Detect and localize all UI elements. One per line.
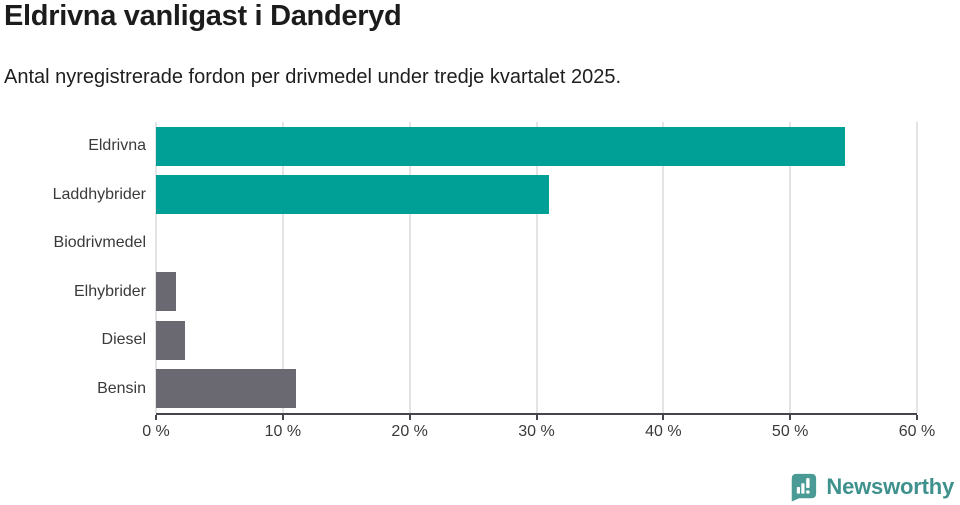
- x-tick-label-0: 0 %: [142, 423, 170, 440]
- bar-row: [156, 219, 917, 268]
- x-tick-label-10: 10 %: [264, 423, 302, 440]
- brand-name: Newsworthy: [826, 474, 954, 499]
- bar-bensin: [156, 369, 296, 409]
- category-label: Biodrivmedel: [53, 234, 146, 252]
- x-tick-mark-20: [408, 415, 411, 420]
- category-label: Eldrivna: [88, 137, 146, 155]
- bar-eldrivna: [156, 126, 845, 166]
- gridline-60: [916, 122, 918, 413]
- x-tick-mark-40: [662, 415, 665, 420]
- x-tick-label-50: 50 %: [771, 423, 809, 440]
- category-label: Diesel: [101, 331, 146, 349]
- x-tick-mark-0: [155, 415, 157, 420]
- bar-row: [156, 316, 917, 365]
- brand-footer-link[interactable]: Newsworthy: [788, 472, 954, 502]
- x-tick-mark-30: [535, 415, 538, 420]
- newsworthy-logo-icon: [792, 473, 817, 502]
- plot-area: 0 % 10 % 20 % 30 % 40 % 50 % 60 %: [142, 122, 935, 440]
- x-tick-mark-10: [281, 415, 284, 420]
- bar-diesel: [156, 320, 186, 360]
- x-tick-label-60: 60 %: [898, 423, 936, 440]
- gridline-40: [662, 122, 665, 413]
- bar-laddhybrider: [156, 175, 550, 215]
- x-tick-label-40: 40 %: [645, 423, 682, 440]
- bar-row: [156, 268, 917, 317]
- bar-row: [156, 171, 917, 220]
- x-tick-mark-60: [916, 415, 918, 420]
- x-tick-mark-50: [789, 415, 792, 420]
- x-tick-label-30: 30 %: [518, 423, 555, 440]
- bar-row: [156, 365, 917, 414]
- bar-row: [156, 122, 917, 171]
- gridline-0: [155, 122, 157, 413]
- category-label: Elhybrider: [73, 282, 146, 300]
- chart-subtitle: Antal nyregistrerade fordon per drivmede…: [4, 66, 622, 88]
- bar-chart: Eldrivna Laddhybrider Biodrivmedel Elhybrid…: [0, 122, 960, 452]
- gridline-20: [408, 122, 411, 413]
- gridline-10: [281, 122, 284, 413]
- category-label: Bensin: [97, 379, 146, 397]
- bar-rows: [156, 122, 917, 413]
- gridline-30: [535, 122, 538, 413]
- gridline-50: [789, 122, 792, 413]
- category-label: Laddhybrider: [52, 185, 146, 203]
- chart-title: Eldrivna vanligast i Danderyd: [4, 0, 402, 32]
- category-labels: Eldrivna Laddhybrider Biodrivmedel Elhybrid…: [0, 122, 146, 413]
- x-tick-label-20: 20 %: [391, 423, 428, 440]
- bar-elhybrider: [156, 272, 177, 312]
